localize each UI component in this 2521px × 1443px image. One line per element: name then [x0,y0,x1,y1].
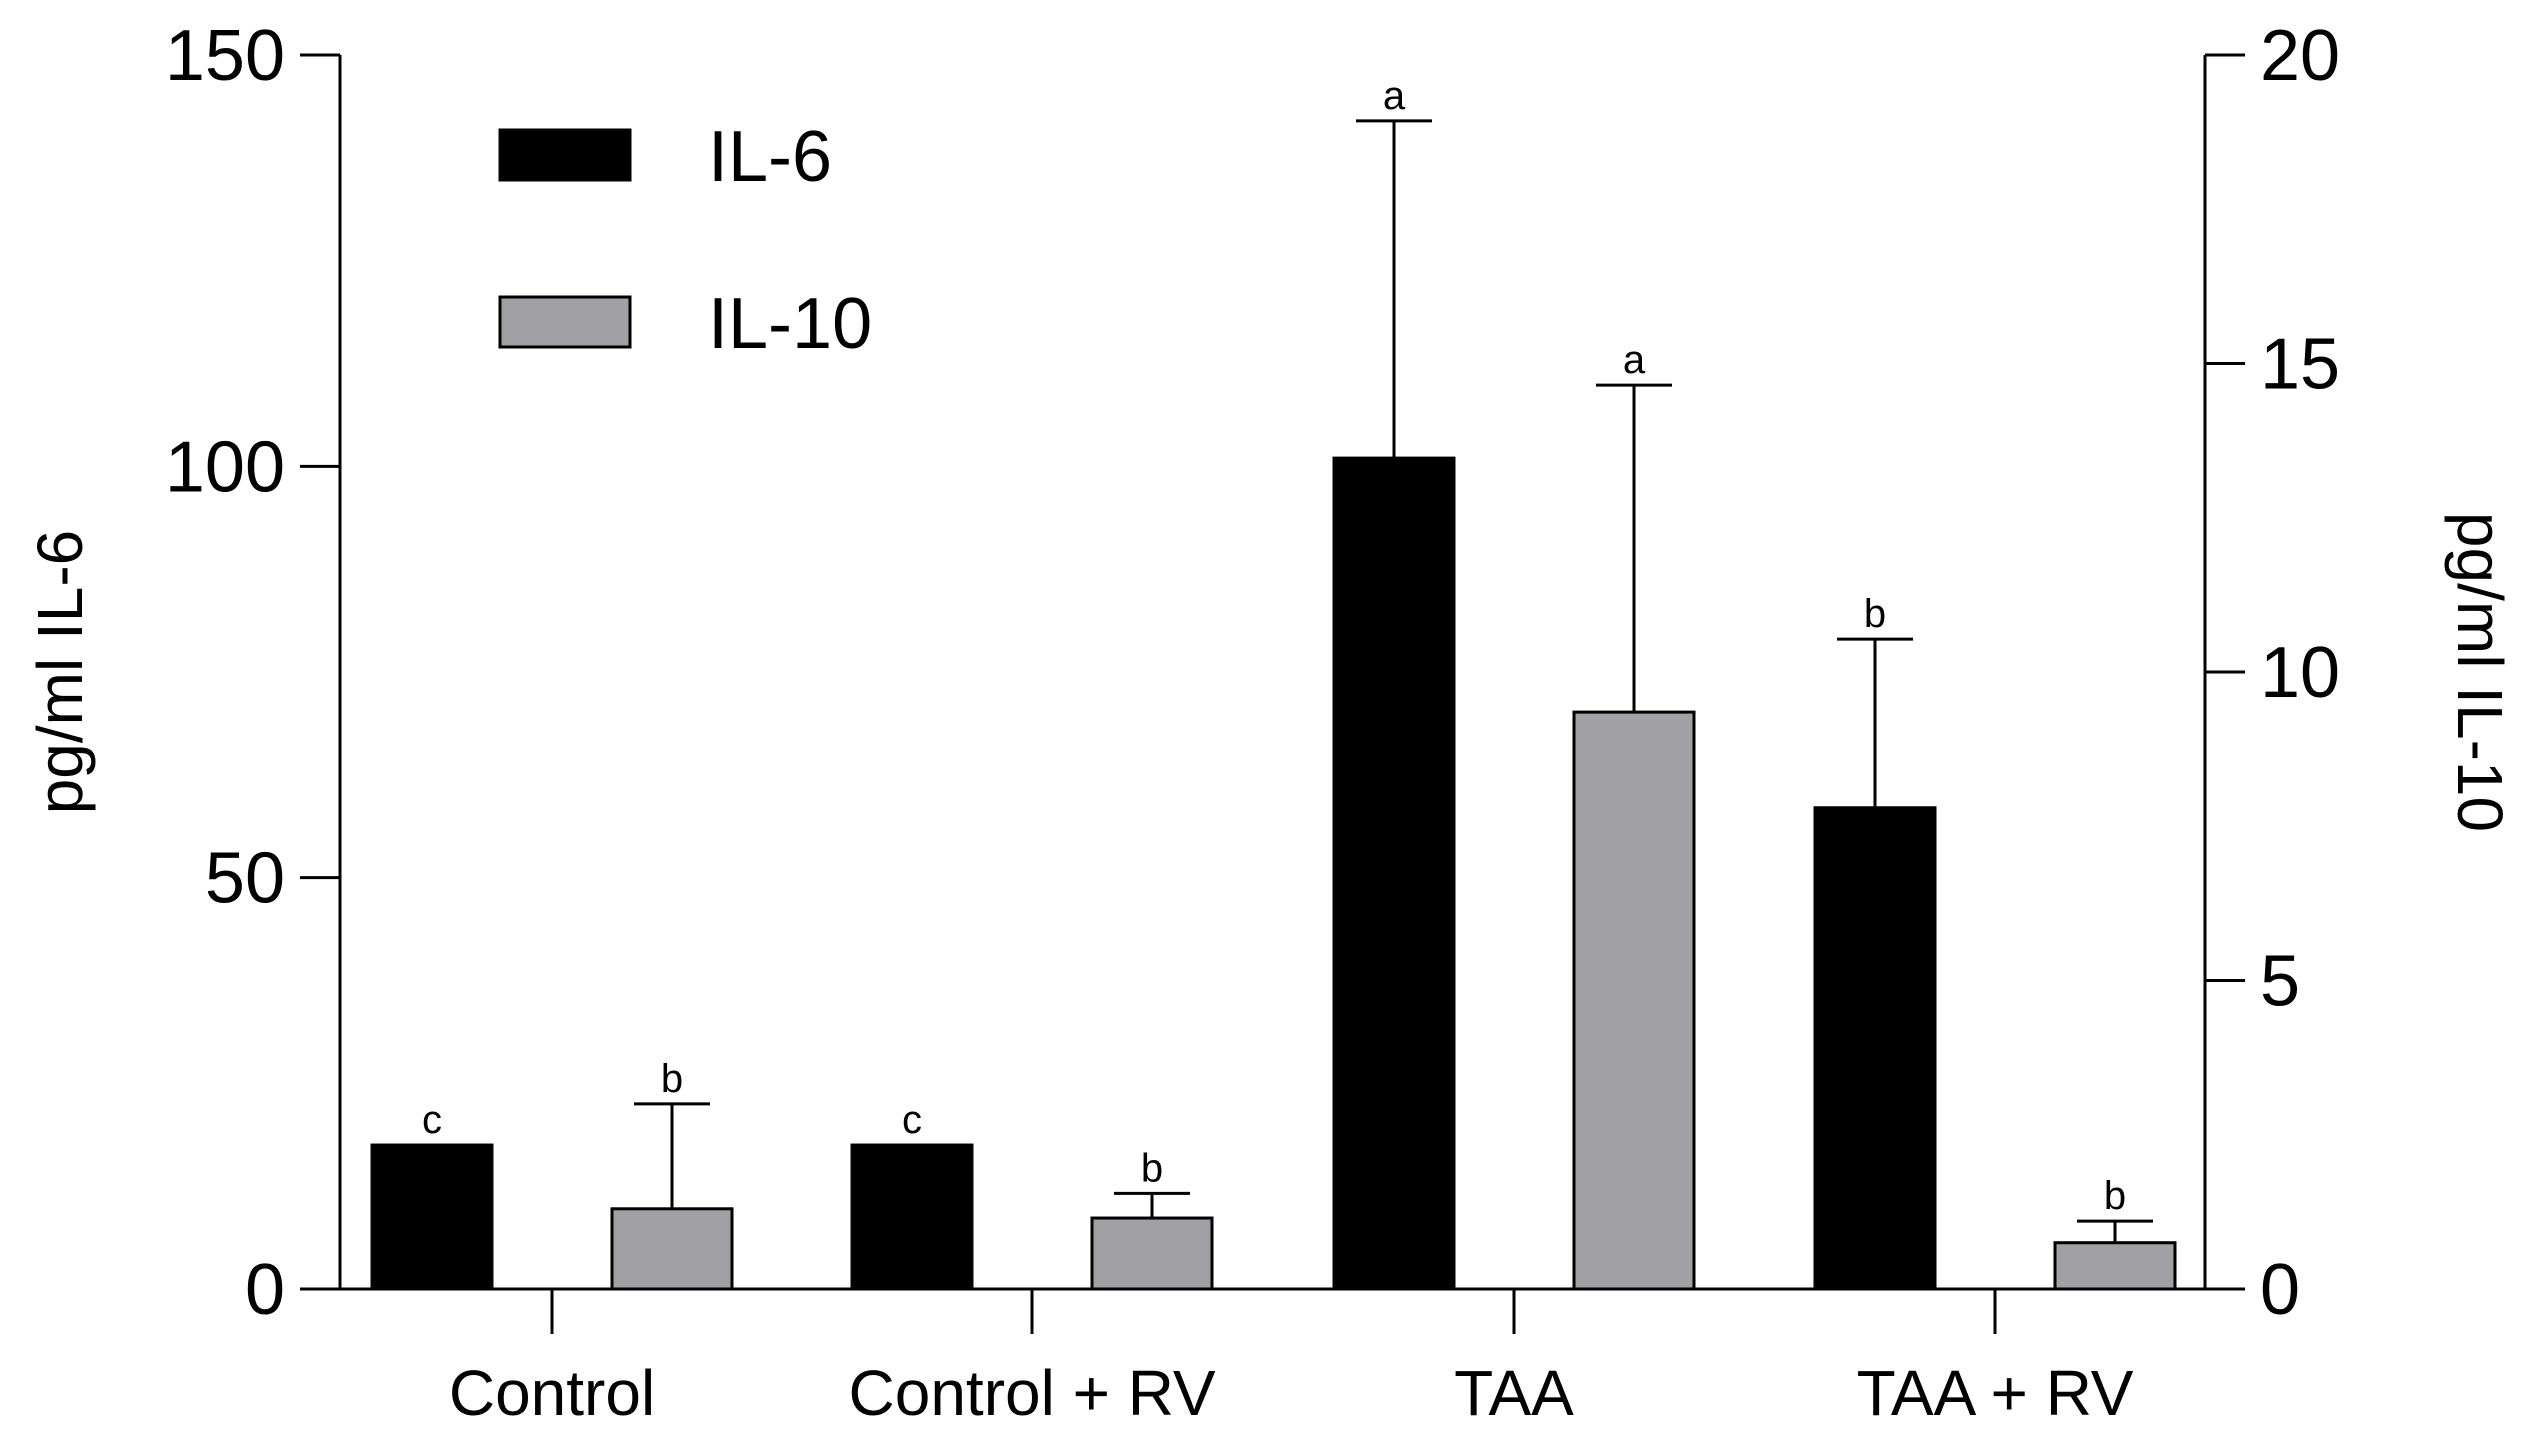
x-category-label: TAA [1454,1357,1574,1429]
significance-letter: a [1383,74,1406,118]
legend-label: IL-10 [708,284,872,364]
left-y-tick-label: 150 [165,16,285,96]
left-y-tick-label: 0 [245,1250,285,1330]
significance-letter: c [902,1098,922,1142]
bar-il-10[interactable] [2053,1241,2177,1291]
significance-letter: a [1623,338,1646,382]
significance-letter: b [661,1057,683,1101]
left-y-axis-title: pg/ml IL-6 [24,530,96,815]
bar-il-10[interactable] [1090,1216,1214,1291]
legend-swatch-il-10 [498,295,632,349]
bar-il-6[interactable] [850,1143,974,1291]
significance-letter: b [1141,1146,1163,1190]
legend-swatch-il-6 [498,128,632,182]
right-y-tick-label: 0 [2260,1250,2300,1330]
significance-letter: c [422,1098,442,1142]
right-y-tick-label: 15 [2260,325,2340,405]
bar-il-10[interactable] [610,1207,734,1291]
right-y-tick-label: 5 [2260,942,2300,1022]
x-category-label: TAA + RV [1857,1357,2134,1429]
bar-il-6[interactable] [370,1143,494,1291]
significance-letter: b [1864,592,1886,636]
significance-letter: b [2104,1174,2126,1218]
bar-il-6[interactable] [1813,806,1937,1291]
right-y-tick-label: 10 [2260,633,2340,713]
bar-il-6[interactable] [1332,456,1456,1291]
x-category-label: Control [449,1357,655,1429]
right-y-tick-label: 20 [2260,16,2340,96]
left-y-tick-label: 100 [165,427,285,507]
left-y-tick-label: 50 [205,839,285,919]
bar-il-10[interactable] [1572,710,1696,1291]
legend-label: IL-6 [708,117,832,197]
x-category-label: Control + RV [849,1357,1216,1429]
right-y-axis-title: pg/ml IL-10 [2444,512,2516,832]
